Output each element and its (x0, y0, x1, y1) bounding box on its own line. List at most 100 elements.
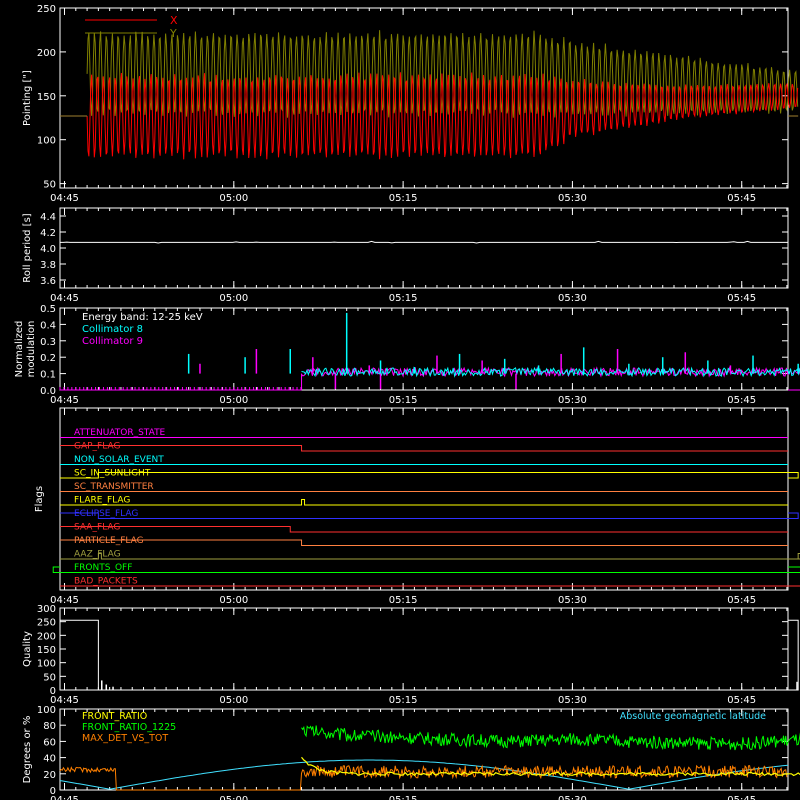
y-tick-label: 100 (37, 659, 56, 670)
time-tick-label: 05:00 (219, 695, 248, 706)
panel-frame-5 (59, 708, 789, 791)
flag-label-saa_flag: SAA_FLAG (74, 523, 120, 533)
y-tick-label: 100 (37, 136, 56, 147)
front-ratio-line (301, 756, 800, 777)
flag-trace-aaz_flag (60, 553, 800, 560)
legend-label-geomagnetic: Absolute geomagnetic latitude (620, 711, 766, 722)
time-tick-label: 05:30 (558, 695, 587, 706)
y-tick-label: 150 (37, 645, 56, 656)
time-tick-label: 04:45 (50, 293, 79, 304)
time-tick-label: 05:00 (219, 193, 248, 204)
flag-label-gap_flag: GAP_FLAG (74, 442, 120, 452)
time-tick-label: 05:00 (219, 293, 248, 304)
y-tick-label: 0 (50, 786, 56, 797)
y-tick-label: 250 (37, 618, 56, 629)
y-tick-label: 300 (37, 604, 56, 615)
flag-trace-saa_flag (60, 526, 788, 533)
roll-period-line (60, 240, 788, 244)
time-tick-label: 05:00 (219, 795, 248, 800)
y-tick-label: 3.6 (40, 276, 56, 287)
flag-trace-fronts_off (52, 566, 800, 573)
y-tick-label: 200 (37, 631, 56, 642)
y-axis-label: Quality (22, 631, 33, 667)
time-tick-label: 04:45 (50, 395, 79, 406)
flag-trace-bad_packets (60, 585, 800, 587)
time-tick-label: 05:45 (727, 795, 756, 800)
y-tick-label: 4.4 (40, 212, 56, 223)
time-tick-label: 05:00 (219, 395, 248, 406)
time-tick-label: 05:15 (389, 595, 418, 606)
y-tick-label: 0.5 (40, 304, 56, 315)
y-axis-label-line: modulation (26, 321, 37, 378)
y-tick-label: 40 (43, 754, 56, 765)
flag-label-attenuator_state: ATTENUATOR_STATE (74, 428, 166, 438)
y-tick-label: 0.3 (40, 337, 56, 348)
y-axis-label: Roll period [s] (22, 213, 33, 282)
time-tick-label: 04:45 (50, 595, 79, 606)
y-tick-label: 4.0 (40, 244, 56, 255)
flag-label-sc_in_sunlight: SC_IN_SUNLIGHT (74, 469, 151, 479)
time-tick-label: 05:45 (727, 695, 756, 706)
time-tick-label: 05:30 (558, 395, 587, 406)
y-tick-label: 0.0 (40, 386, 56, 397)
time-tick-label: 05:30 (558, 595, 587, 606)
panel-frame-4 (59, 607, 789, 691)
panel-frame-3 (59, 407, 789, 591)
time-tick-label: 05:30 (558, 293, 587, 304)
y-tick-label: 3.8 (40, 260, 56, 271)
time-tick-label: 04:45 (50, 193, 79, 204)
flag-trace-flare_flag (60, 499, 788, 506)
time-tick-label: 05:15 (389, 193, 418, 204)
flag-label-aaz_flag: AAZ_FLAG (74, 550, 121, 560)
y-axis-label: Pointing ["] (22, 70, 33, 126)
y-tick-label: 250 (37, 4, 56, 15)
time-tick-label: 05:15 (389, 395, 418, 406)
time-tick-label: 05:00 (219, 595, 248, 606)
time-tick-label: 04:45 (50, 795, 79, 800)
time-tick-label: 05:15 (389, 695, 418, 706)
y-tick-label: 50 (43, 672, 56, 683)
time-tick-label: 05:45 (727, 293, 756, 304)
flag-label-non_solar_event: NON_SOLAR_EVENT (74, 455, 164, 465)
time-tick-label: 05:45 (727, 595, 756, 606)
quality-line (60, 619, 799, 691)
flag-trace-particle_flag (60, 539, 788, 546)
flag-label-particle_flag: PARTICLE_FLAG (74, 536, 144, 546)
y-tick-label: 60 (43, 737, 56, 748)
geomagnetic-latitude-line (59, 759, 789, 790)
front-ratio-1225-line (301, 725, 800, 751)
y-axis-label: Flags (34, 486, 45, 512)
y-tick-label: 200 (37, 48, 56, 59)
flag-trace-sc_in_sunlight (60, 472, 799, 479)
max-det-vs-tot-line (59, 764, 788, 791)
legend-label-ratio: FRONT_RATIO (82, 711, 147, 722)
y-tick-label: 0.1 (40, 370, 56, 381)
time-tick-label: 05:45 (727, 193, 756, 204)
y-tick-label: 150 (37, 92, 56, 103)
flag-label-fronts_off: FRONTS_OFF (74, 563, 132, 573)
legend-label-ratio: FRONT_RATIO_1225 (82, 722, 176, 733)
legend-label-collimator: Collimator 8 (82, 324, 143, 335)
flag-trace-eclipse_flag (60, 512, 799, 519)
y-tick-label: 0.4 (40, 320, 56, 331)
y-tick-label: 100 (37, 705, 56, 716)
flag-label-flare_flag: FLARE_FLAG (74, 496, 130, 506)
time-tick-label: 05:30 (558, 193, 587, 204)
y-tick-label: 80 (43, 721, 56, 732)
y-tick-label: 0.2 (40, 353, 56, 364)
y-tick-label: 4.2 (40, 228, 56, 239)
time-tick-label: 05:30 (558, 795, 587, 800)
flag-label-eclipse_flag: ECLIPSE_FLAG (74, 509, 138, 519)
legend-label-ratio: MAX_DET_VS_TOT (82, 733, 168, 744)
legend-label-y: Y (169, 27, 177, 40)
time-tick-label: 05:45 (727, 395, 756, 406)
flag-trace-gap_flag (60, 445, 788, 452)
series-x-line (86, 72, 799, 160)
y-axis-label-line: Normalized (14, 321, 25, 378)
legend-title: Energy band: 12-25 keV (82, 312, 203, 323)
time-tick-label: 05:15 (389, 795, 418, 800)
legend-label-x: X (170, 14, 178, 27)
y-tick-label: 50 (43, 180, 56, 191)
y-axis-label: Degrees or % (22, 716, 33, 784)
